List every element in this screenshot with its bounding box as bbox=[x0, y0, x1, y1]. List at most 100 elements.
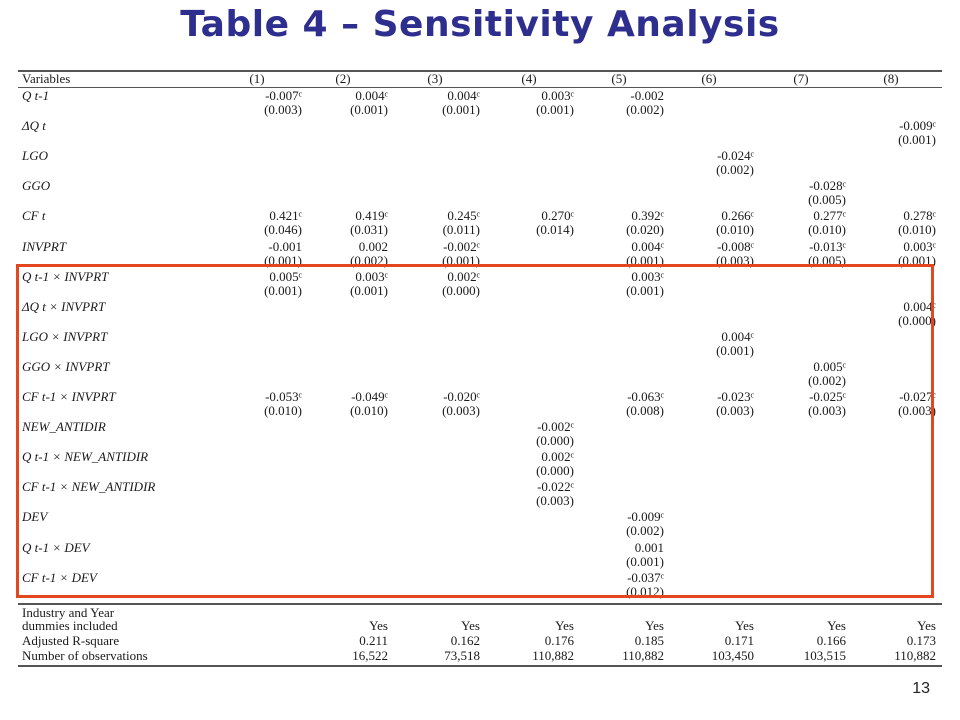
table-row-se: (0.001) bbox=[18, 554, 942, 569]
variable-label: GGO × INVPRT bbox=[22, 358, 110, 374]
table-row: Q t-1 × NEW_ANTIDIR 0.002ᶜ bbox=[18, 450, 942, 464]
table-row-se: (0.046) (0.031) (0.011) (0.014) (0.020) (0.01… bbox=[18, 223, 942, 237]
variable-label: CF t-1 × DEV bbox=[22, 569, 97, 585]
table-cell: (0.001) bbox=[264, 252, 302, 268]
variable-label: Q t-1 × NEW_ANTIDIR bbox=[22, 449, 149, 465]
variable-label: LGO bbox=[22, 148, 49, 164]
table-cell: 0.004ᶜ bbox=[903, 298, 936, 314]
table-row: CF t-1 × NEW_ANTIDIR -0.022ᶜ bbox=[18, 480, 942, 494]
table-cell: Yes bbox=[645, 617, 664, 633]
table-cell: (0.005) bbox=[808, 252, 846, 268]
table-cell: 0.176 bbox=[544, 632, 574, 648]
table-cell: -0.028ᶜ bbox=[809, 178, 846, 194]
page-number: 13 bbox=[912, 680, 930, 697]
variable-label: NEW_ANTIDIR bbox=[22, 419, 106, 435]
table-row: CF t 0.421ᶜ 0.419ᶜ 0.245ᶜ 0.270ᶜ 0.392ᶜ 0.266ᶜ… bbox=[18, 209, 942, 223]
table-cell: 0.270ᶜ bbox=[541, 208, 574, 224]
table-cell: (0.003) bbox=[536, 493, 574, 509]
table-cell: 0.162 bbox=[450, 632, 480, 648]
table-cell: -0.002ᶜ bbox=[443, 238, 480, 254]
table-cell: (0.001) bbox=[350, 102, 388, 117]
table-cell: 73,518 bbox=[444, 647, 480, 663]
table-cell: 0.003ᶜ bbox=[903, 238, 936, 254]
table-cell: -0.025ᶜ bbox=[809, 389, 846, 404]
table-cell: (4) bbox=[521, 71, 537, 86]
table-cell: 0.166 bbox=[816, 632, 846, 648]
table-row-se: (0.005) bbox=[18, 193, 942, 207]
table-cell: (0.001) bbox=[442, 252, 480, 268]
table-cell: (0.031) bbox=[350, 222, 388, 238]
table-cell: 0.002ᶜ bbox=[447, 268, 480, 284]
table-cell: (0.003) bbox=[264, 102, 302, 117]
table-cell: Yes bbox=[461, 617, 480, 633]
highlight-box bbox=[16, 264, 934, 598]
table-cell: 0.278ᶜ bbox=[903, 208, 936, 224]
sensitivity-table: Variables (1) (2) (3) (4) (5) (6) (7) (8) Q t-1 -0… bbox=[18, 70, 942, 667]
table-cell: 0.419ᶜ bbox=[355, 208, 388, 224]
variable-label: Industry and Year bbox=[22, 604, 115, 620]
footer-row: Industry and Year bbox=[18, 604, 942, 620]
table-row-se: (0.001) bbox=[18, 343, 942, 358]
table-row: INVPRT -0.001 0.002 -0.002ᶜ 0.004ᶜ -0.008ᶜ -0.… bbox=[18, 238, 942, 254]
table-cell: 103,450 bbox=[711, 647, 754, 663]
table-cell: -0.049ᶜ bbox=[351, 389, 388, 404]
table-cell: (0.010) bbox=[264, 403, 302, 418]
table-cell: 0.005ᶜ bbox=[813, 358, 846, 374]
table-cell: 110,882 bbox=[894, 647, 936, 663]
variable-label: CF t bbox=[22, 208, 46, 224]
variable-label: Variables bbox=[22, 71, 71, 86]
table-cell: -0.001 bbox=[268, 238, 302, 254]
table-cell: (0.000) bbox=[898, 312, 936, 328]
table-rule bbox=[18, 602, 942, 605]
table-row: Q t-1 × INVPRT 0.005ᶜ 0.003ᶜ 0.002ᶜ 0.003ᶜ bbox=[18, 268, 942, 284]
table-cell: 0.421ᶜ bbox=[269, 208, 302, 224]
table-cell: (0.003) bbox=[898, 403, 936, 418]
table-cell: 0.004ᶜ bbox=[721, 328, 754, 344]
variable-label: Q t-1 bbox=[22, 88, 50, 103]
table-row-se: (0.000) bbox=[18, 464, 942, 478]
table-cell: (0.003) bbox=[716, 403, 754, 418]
table-cell: 0.171 bbox=[724, 632, 754, 648]
table-cell: 0.173 bbox=[906, 632, 936, 648]
table-cell: -0.009ᶜ bbox=[627, 509, 664, 525]
table-cell: (0.001) bbox=[264, 282, 302, 298]
table-row-se: (0.000) bbox=[18, 312, 942, 328]
table-row-se: (0.001) bbox=[18, 133, 942, 147]
table-row: GGO -0.028ᶜ bbox=[18, 179, 942, 193]
table-cell: (0.001) bbox=[350, 282, 388, 298]
table-cell: Yes bbox=[735, 617, 754, 633]
table-cell: (0.002) bbox=[716, 162, 754, 178]
table-cell: -0.008ᶜ bbox=[717, 238, 754, 254]
table-row-se: (0.010) (0.010) (0.003) (0.008) (0.003) (0.00… bbox=[18, 404, 942, 418]
table-row: CF t-1 × DEV -0.037ᶜ bbox=[18, 569, 942, 585]
table-cell: (0.000) bbox=[536, 433, 574, 449]
table-cell: Yes bbox=[555, 617, 574, 633]
table-cell: 110,882 bbox=[622, 647, 664, 663]
table-cell: -0.007ᶜ bbox=[265, 88, 302, 103]
table-cell: (0.046) bbox=[264, 222, 302, 238]
table-cell: (0.002) bbox=[350, 252, 388, 268]
footer-row: dummies included Yes Yes Yes Yes Yes Yes Yes bbox=[18, 617, 942, 633]
table-cell: 0.003ᶜ bbox=[541, 88, 574, 103]
variable-label: GGO bbox=[22, 178, 51, 194]
table-cell: (0.003) bbox=[716, 252, 754, 268]
variable-label: CF t-1 × NEW_ANTIDIR bbox=[22, 479, 156, 495]
variable-label: dummies included bbox=[22, 617, 118, 633]
table-cell: (0.002) bbox=[626, 102, 664, 117]
table-cell: 0.004ᶜ bbox=[355, 88, 388, 103]
table-rule bbox=[18, 70, 942, 72]
table-row: ΔQ t × INVPRT 0.004ᶜ bbox=[18, 298, 942, 314]
table-cell: (0.010) bbox=[808, 222, 846, 238]
table-rule bbox=[18, 664, 942, 667]
table-cell: (0.010) bbox=[898, 222, 936, 238]
table-cell: (2) bbox=[335, 71, 351, 86]
table-cell: -0.020ᶜ bbox=[443, 389, 480, 404]
table-cell: Yes bbox=[917, 617, 936, 633]
table-row-se: (0.001) (0.002) (0.001) (0.001) (0.003) (0.00… bbox=[18, 252, 942, 268]
table-cell: (0.011) bbox=[442, 222, 480, 238]
table-cell: (0.001) bbox=[536, 102, 574, 117]
table-cell: -0.037ᶜ bbox=[627, 569, 664, 585]
table-cell: 0.003ᶜ bbox=[631, 268, 664, 284]
table-cell: (0.002) bbox=[808, 372, 846, 388]
table-cell: (6) bbox=[701, 71, 717, 86]
